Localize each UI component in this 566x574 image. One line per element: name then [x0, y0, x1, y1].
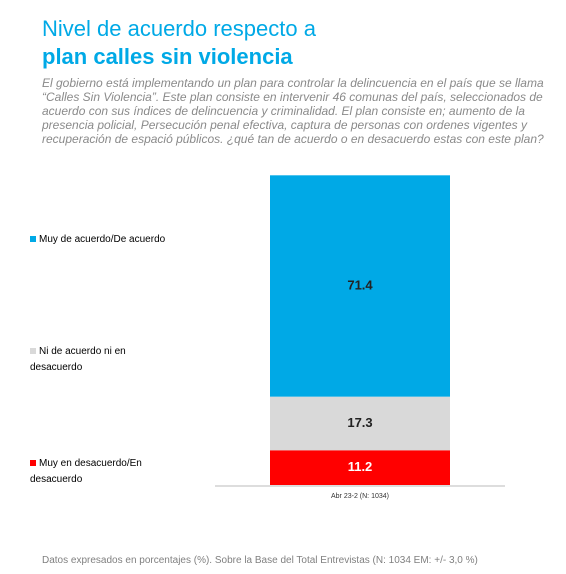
data-label: 11.2 — [348, 459, 373, 474]
legend-item: Muy en desacuerdo/En desacuerdo — [30, 456, 180, 488]
chart-title: Nivel de acuerdo respecto a — [42, 16, 316, 41]
x-tick-label: Abr 23-2 (N: 1034) — [331, 493, 389, 500]
legend-label: Muy en desacuerdo/En desacuerdo — [30, 458, 142, 485]
data-label: 17.3 — [347, 415, 372, 430]
legend-item: Muy de acuerdo/De acuerdo — [30, 232, 180, 248]
chart-title-bold: plan calles sin violencia — [42, 44, 293, 69]
legend-swatch — [30, 236, 36, 242]
bar-segment — [270, 396, 450, 451]
bar-segment — [270, 450, 450, 485]
legend-item: Ni de acuerdo ni en desacuerdo — [30, 344, 180, 376]
chart-subtitle: El gobierno está implementando un plan p… — [42, 76, 544, 146]
footnote: Datos expresados en porcentajes (%). Sob… — [42, 555, 478, 566]
data-label: 71.4 — [347, 277, 373, 292]
legend-swatch — [30, 460, 36, 466]
bar-segment — [270, 175, 450, 397]
legend-label: Muy de acuerdo/De acuerdo — [39, 234, 166, 245]
legend-label: Ni de acuerdo ni en desacuerdo — [30, 346, 126, 373]
legend-swatch — [30, 348, 36, 354]
